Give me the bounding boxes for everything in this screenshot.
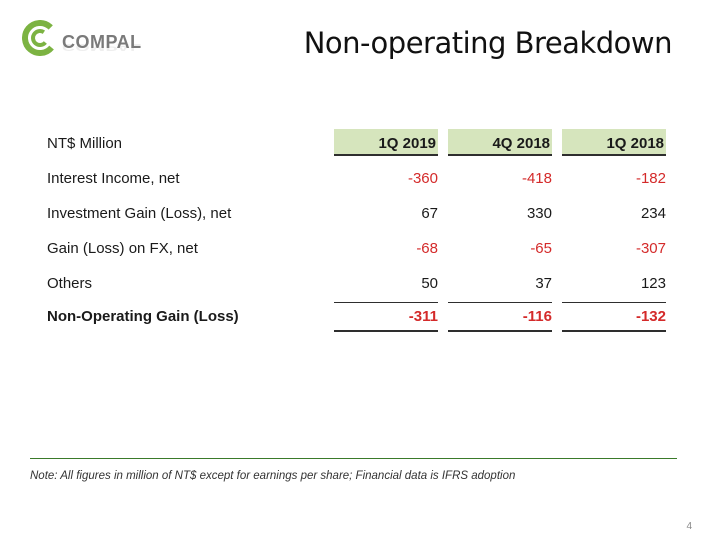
table-cell: 67 — [421, 205, 438, 222]
row-label: Interest Income, net — [47, 170, 180, 187]
logo-text: COMPAL — [62, 32, 142, 52]
total-cell: -116 — [522, 308, 552, 325]
footer-divider — [30, 458, 677, 459]
table-cell: -182 — [635, 170, 666, 187]
table-cell: -307 — [635, 240, 666, 257]
table-row: Investment Gain (Loss), net 67 330 234 — [47, 197, 669, 232]
company-logo: COMPAL COMPAL — [22, 20, 172, 68]
table-cell: -360 — [407, 170, 438, 187]
table-cell: -65 — [530, 240, 552, 257]
table-cell: 37 — [535, 275, 552, 292]
total-label: Non-Operating Gain (Loss) — [47, 308, 239, 325]
table-header-row: NT$ Million 1Q 2019 4Q 2018 1Q 2018 — [47, 127, 669, 162]
unit-label: NT$ Million — [47, 135, 123, 152]
table-cell: 123 — [640, 275, 666, 292]
column-header: 1Q 2018 — [562, 129, 666, 156]
column-header: 4Q 2018 — [448, 129, 552, 156]
table-cell: -418 — [521, 170, 552, 187]
row-label: Gain (Loss) on FX, net — [47, 240, 198, 257]
page-number: 4 — [686, 521, 692, 532]
row-label: Investment Gain (Loss), net — [47, 205, 232, 222]
total-cell: -311 — [408, 308, 438, 325]
row-label: Others — [47, 275, 93, 292]
compal-logo-icon — [22, 20, 58, 56]
table-cell: -68 — [416, 240, 438, 257]
financial-table: NT$ Million 1Q 2019 4Q 2018 1Q 2018 Inte… — [47, 127, 669, 332]
total-cell: -132 — [635, 308, 666, 325]
total-row: Non-Operating Gain (Loss) -311 -116 -132 — [47, 302, 669, 332]
column-header: 1Q 2019 — [334, 129, 438, 156]
page-title: Non-operating Breakdown — [303, 26, 673, 60]
table-row: Gain (Loss) on FX, net -68 -65 -307 — [47, 232, 669, 267]
table-row: Others 50 37 123 — [47, 267, 669, 302]
footnote: Note: All figures in million of NT$ exce… — [30, 470, 516, 482]
table-cell: 330 — [526, 205, 552, 222]
table-row: Interest Income, net -360 -418 -182 — [47, 162, 669, 197]
table-cell: 234 — [640, 205, 666, 222]
table-cell: 50 — [421, 275, 438, 292]
logo-reflection: COMPAL — [62, 42, 142, 53]
